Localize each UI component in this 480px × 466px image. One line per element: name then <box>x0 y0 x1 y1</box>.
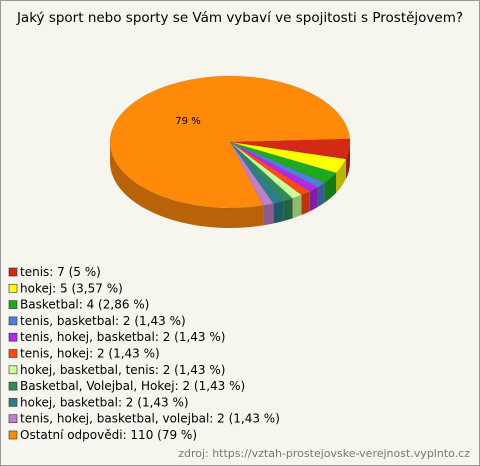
legend-label: tenis, hokej: 2 (1,43 %) <box>20 347 160 361</box>
legend-swatch <box>8 300 18 309</box>
legend-label: tenis, hokej, basketbal: 2 (1,43 %) <box>20 330 225 344</box>
slice <box>229 141 294 202</box>
legend-swatch <box>8 398 18 407</box>
legend-swatch <box>8 414 18 424</box>
chart-title: Jaký sport nebo sporty se Vám vybaví ve … <box>16 10 463 26</box>
legend-label: hokej, basketbal, tenis: 2 (1,43 %) <box>20 363 225 377</box>
slice <box>229 141 347 174</box>
slice-label: 79 % <box>175 116 200 127</box>
slice-side <box>283 198 293 222</box>
slice-side <box>345 142 350 180</box>
slice <box>229 141 326 188</box>
legend-swatch <box>8 430 18 440</box>
legend-swatch <box>8 332 18 342</box>
legend-label: Basketbal: 4 (2,86 %) <box>20 298 149 312</box>
slice-side <box>324 172 337 203</box>
legend-label: tenis, basketbal: 2 (1,43 %) <box>20 314 186 328</box>
legend-label: hokej: 5 (3,57 %) <box>20 281 123 295</box>
slice-side <box>292 195 302 219</box>
legend-label: tenis, hokej, basketbal, volejbal: 2 (1,… <box>20 412 280 426</box>
legend-label: hokej, basketbal: 2 (1,43 %) <box>20 395 189 409</box>
slice-side <box>263 203 274 226</box>
slice <box>229 141 275 206</box>
slice <box>229 141 319 192</box>
legend-label: tenis: 7 (5 %) <box>20 265 101 279</box>
slice-side <box>110 142 264 229</box>
legend-label: Basketbal, Volejbal, Hokej: 2 (1,43 %) <box>20 379 245 393</box>
slice-side <box>301 191 310 216</box>
slice <box>109 75 351 209</box>
legend-swatch <box>8 316 18 326</box>
slice-side <box>336 159 346 193</box>
legend-swatch <box>8 267 18 277</box>
source: zdroj: https://vztah-prostejovske-verejn… <box>178 447 470 460</box>
slice <box>229 141 285 205</box>
slice-side <box>317 182 325 208</box>
legend-swatch <box>8 365 18 375</box>
slice <box>229 141 303 199</box>
legend-swatch <box>8 283 18 293</box>
legend-swatch <box>8 381 18 391</box>
slice-side <box>309 187 318 212</box>
slice <box>229 138 351 160</box>
slice-side <box>273 201 284 224</box>
slice <box>229 141 311 196</box>
legend-label: Ostatní odpovědi: 110 (79 %) <box>20 428 197 442</box>
legend-swatch <box>8 349 18 358</box>
slice <box>229 141 338 184</box>
